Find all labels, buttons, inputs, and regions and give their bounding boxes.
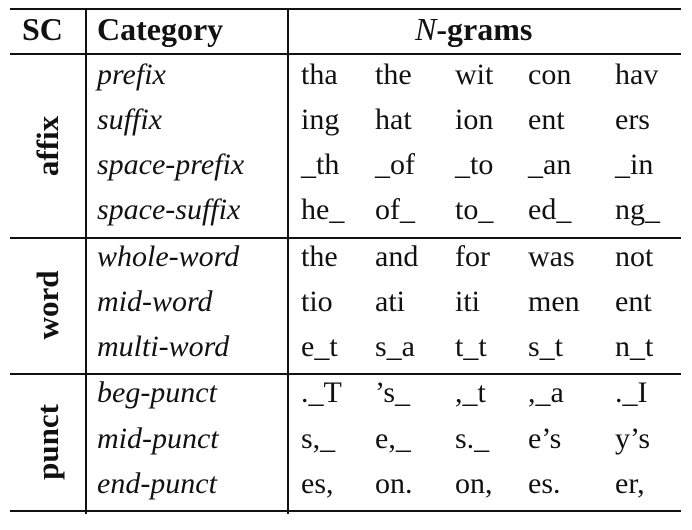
ngram-cell: hav xyxy=(615,58,659,91)
ngram-cell: tio xyxy=(301,285,333,318)
category-cell: end-punct xyxy=(97,467,217,500)
bottom-rule xyxy=(10,510,681,512)
ngram-cell: the xyxy=(375,58,412,91)
ngram-cell: was xyxy=(528,240,575,273)
category-cell: mid-word xyxy=(97,285,213,318)
header-ngrams-n: N xyxy=(415,11,437,47)
category-cell: whole-word xyxy=(97,240,240,273)
ngram-cell: ._I xyxy=(615,376,648,409)
header-rule xyxy=(10,53,681,55)
ngram-cell: wit xyxy=(455,58,494,91)
ngram-cell: ’s_ xyxy=(375,376,411,409)
ngram-cell: tha xyxy=(301,58,338,91)
category-cell: prefix xyxy=(97,58,166,91)
ngram-cell: _to xyxy=(455,148,494,181)
ngram-cell: ._T xyxy=(301,376,342,409)
word-punct-rule xyxy=(10,373,681,375)
affix-word-rule xyxy=(10,237,681,239)
ngram-cell: _of xyxy=(375,148,415,181)
ngram-cell: es, xyxy=(301,467,334,500)
category-cell: beg-punct xyxy=(97,376,217,409)
ngram-cell: e,_ xyxy=(375,422,411,455)
ngram-cell: e_t xyxy=(301,330,338,363)
category-cell: space-prefix xyxy=(97,148,245,181)
ngram-cell: s_t xyxy=(528,330,564,363)
header-ngrams-label: -grams xyxy=(436,11,533,47)
ngram-cell: _in xyxy=(615,148,654,181)
ngram-cell: _th xyxy=(301,148,340,181)
category-cell: space-suffix xyxy=(97,193,241,226)
ngram-cell: _an xyxy=(528,148,572,181)
top-rule xyxy=(10,8,681,10)
ngram-cell: hat xyxy=(375,103,412,136)
ngram-cell: on, xyxy=(455,467,493,500)
category-cell: suffix xyxy=(97,103,162,136)
ngram-cell: s_a xyxy=(375,330,415,363)
ngram-cell: ers xyxy=(615,103,650,136)
ngram-cell: ent xyxy=(615,285,652,318)
sc-label-word: word xyxy=(30,270,65,340)
sc-label-affix: affix xyxy=(30,115,65,177)
ngram-cell: not xyxy=(615,240,654,273)
ngram-cell: ati xyxy=(375,285,405,318)
ngram-cell: y’s xyxy=(615,422,651,455)
category-column-rule xyxy=(287,8,289,514)
ngram-cell: ent xyxy=(528,103,565,136)
ngram-cell: on. xyxy=(375,467,413,500)
ngram-cell: ng_ xyxy=(615,193,660,226)
ngram-cell: e’s xyxy=(528,422,562,455)
ngram-cell: of_ xyxy=(375,193,415,226)
header-category: Category xyxy=(97,11,224,47)
sc-label-punct: punct xyxy=(30,404,65,480)
ngram-cell: for xyxy=(455,240,490,273)
ngram-cell: and xyxy=(375,240,419,273)
ngram-cell: s,_ xyxy=(301,422,336,455)
header-sc: SC xyxy=(22,11,63,47)
category-cell: mid-punct xyxy=(97,422,219,455)
ngram-cell: he_ xyxy=(301,193,345,226)
ngram-cell: ed_ xyxy=(528,193,572,226)
ngram-cell: ,_a xyxy=(528,376,564,409)
ngram-cell: ,_t xyxy=(455,376,486,409)
ngram-cell: the xyxy=(301,240,338,273)
ngram-cell: n_t xyxy=(615,330,654,363)
ngram-cell: iti xyxy=(455,285,481,318)
sc-column-rule xyxy=(85,8,87,514)
ngram-cell: er, xyxy=(615,467,645,500)
ngram-cell: ing xyxy=(301,103,340,136)
ngram-table: SC Category N-grams affix word punct pre… xyxy=(10,8,681,514)
header-ngrams: N-grams xyxy=(415,13,532,45)
ngram-cell: to_ xyxy=(455,193,494,226)
category-cell: multi-word xyxy=(97,330,230,363)
ngram-cell: s._ xyxy=(455,422,490,455)
ngram-cell: ion xyxy=(455,103,494,136)
ngram-cell: t_t xyxy=(455,330,487,363)
ngram-cell: es. xyxy=(528,467,561,500)
ngram-cell: men xyxy=(528,285,580,318)
ngram-cell: con xyxy=(528,58,572,91)
